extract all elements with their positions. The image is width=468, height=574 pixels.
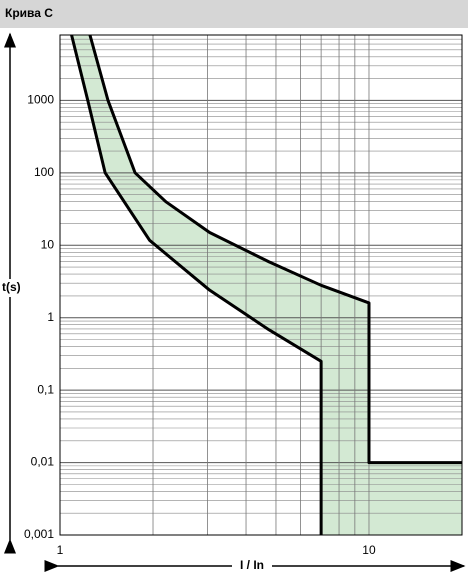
y-tick-label: 1000 <box>27 93 54 107</box>
y-tick-label: 100 <box>34 165 54 179</box>
y-tick-label: 10 <box>41 237 55 251</box>
x-axis-label: I / In <box>240 558 264 572</box>
y-tick-label: 0,001 <box>24 527 54 541</box>
label-bg <box>0 279 22 297</box>
chart-title: Крива C <box>5 6 53 20</box>
y-tick-label: 0,01 <box>31 455 55 469</box>
curve <box>70 34 323 535</box>
y-tick-label: 1 <box>47 310 54 324</box>
y-tick-label: 0,1 <box>37 382 54 396</box>
x-tick-label: 1 <box>57 543 64 557</box>
y-axis-label: t(s) <box>2 280 21 294</box>
band-fill <box>71 35 462 535</box>
header-bar <box>0 0 468 28</box>
curve <box>88 34 462 465</box>
x-tick-label: 10 <box>362 543 376 557</box>
plot-frame <box>59 34 463 536</box>
label-bg <box>232 558 272 574</box>
